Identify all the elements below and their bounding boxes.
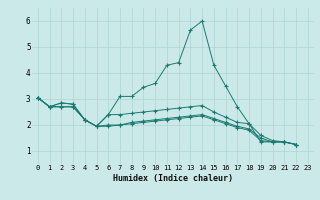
X-axis label: Humidex (Indice chaleur): Humidex (Indice chaleur) [113, 174, 233, 183]
